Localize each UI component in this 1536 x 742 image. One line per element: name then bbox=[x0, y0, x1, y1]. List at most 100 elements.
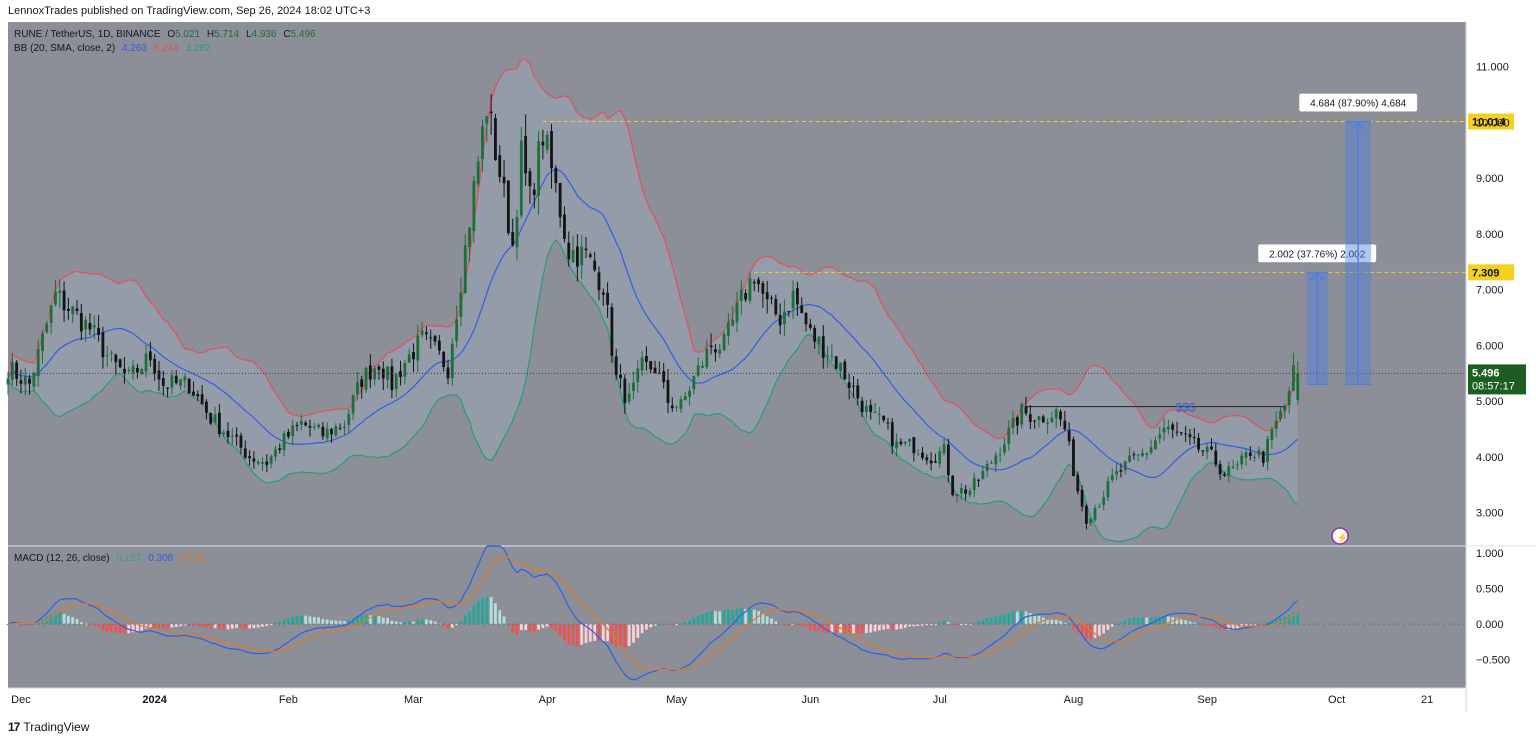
bb-upper-line bbox=[7, 58, 1299, 440]
candle-body bbox=[205, 401, 208, 413]
candle-body bbox=[58, 290, 62, 293]
candle-body bbox=[92, 325, 96, 328]
candle-body bbox=[649, 361, 653, 370]
candle-body bbox=[830, 355, 834, 357]
candle-body bbox=[502, 176, 506, 184]
candle-body bbox=[813, 327, 817, 342]
publish-header: LennoxTrades published on TradingView.co… bbox=[0, 0, 1536, 22]
macd-hist-bar bbox=[1119, 622, 1123, 625]
candle-body bbox=[1223, 474, 1226, 476]
candle-body bbox=[890, 422, 894, 447]
candle-body bbox=[1072, 439, 1075, 477]
candle-body bbox=[683, 396, 687, 401]
candle-body bbox=[524, 135, 528, 174]
candle-body bbox=[459, 292, 463, 317]
candle-body bbox=[192, 391, 195, 396]
candle-body bbox=[1067, 430, 1071, 442]
macd-hist-bar bbox=[19, 624, 23, 626]
candles bbox=[6, 94, 1300, 530]
macd-hist-bar bbox=[1184, 620, 1188, 625]
candle-body bbox=[1063, 420, 1067, 430]
candle-body bbox=[1257, 450, 1261, 456]
macd-signal-value: 0.181 bbox=[180, 553, 206, 564]
candle-body bbox=[437, 340, 441, 351]
candle-body bbox=[1080, 489, 1084, 507]
macd-histogram bbox=[6, 596, 1300, 648]
macd-hist-bar bbox=[1201, 624, 1205, 626]
candle-body bbox=[925, 457, 929, 461]
macd-hist-bar bbox=[1089, 624, 1093, 640]
candle-body bbox=[942, 444, 946, 454]
candle-body bbox=[575, 246, 579, 267]
candle-body bbox=[433, 335, 437, 342]
candle-body bbox=[351, 395, 355, 414]
macd-hist-bar bbox=[1287, 615, 1291, 625]
macd-hist-bar bbox=[71, 617, 75, 625]
candle-body bbox=[1171, 424, 1175, 430]
macd-hist-bar bbox=[472, 605, 476, 625]
time-tick-label: Apr bbox=[539, 694, 556, 706]
time-tick-label: Feb bbox=[279, 694, 298, 706]
candle-body bbox=[1037, 415, 1041, 421]
candle-body bbox=[1145, 453, 1149, 455]
candle-body bbox=[1054, 409, 1058, 419]
candle-body bbox=[1287, 391, 1291, 406]
candle-body bbox=[916, 454, 920, 456]
candle-body bbox=[278, 448, 282, 451]
candle-body bbox=[869, 404, 873, 412]
macd-hist-bar bbox=[951, 624, 955, 626]
macd-tick-label: 0.000 bbox=[1476, 619, 1504, 631]
price-legend: RUNE / TetherUS, 1D, BINANCE O5.021 H5.7… bbox=[14, 29, 320, 40]
macd-hist-bar bbox=[1274, 619, 1278, 625]
target-level-label: 7.309 bbox=[1472, 267, 1500, 279]
macd-hist-bar bbox=[580, 624, 584, 645]
macd-hist-bar bbox=[1235, 624, 1239, 629]
macd-hist-bar bbox=[714, 611, 717, 625]
macd-hist-value: 0.127 bbox=[116, 553, 142, 564]
macd-hist-bar bbox=[865, 624, 868, 634]
candle-body bbox=[532, 189, 536, 195]
macd-hist-bar bbox=[1175, 618, 1179, 625]
candle-body bbox=[36, 348, 40, 377]
macd-hist-bar bbox=[1179, 619, 1183, 625]
macd-hist-bar bbox=[1102, 624, 1106, 634]
candle-body bbox=[834, 356, 838, 369]
candle-body bbox=[765, 292, 769, 300]
candle-body bbox=[338, 427, 342, 429]
candle-body bbox=[463, 245, 467, 294]
macd-hist-bar bbox=[890, 624, 894, 630]
price-tick-label: 5.000 bbox=[1476, 396, 1504, 408]
macd-legend: MACD (12, 26, close) 0.127 0.308 0.181 bbox=[14, 553, 209, 564]
time-tick-label: Jul bbox=[933, 694, 947, 706]
candle-body bbox=[450, 343, 454, 379]
macd-hist-bar bbox=[692, 618, 696, 625]
candle-body bbox=[571, 250, 575, 263]
macd-hist-bar bbox=[929, 624, 933, 626]
candle-body bbox=[248, 456, 251, 459]
candle-body bbox=[865, 405, 868, 412]
macd-hist-bar bbox=[528, 624, 532, 632]
bb-fill bbox=[8, 59, 1298, 542]
candle-body bbox=[908, 439, 911, 442]
macd-hist-bar bbox=[1033, 614, 1037, 625]
candle-body bbox=[545, 134, 549, 150]
macd-hist-bar bbox=[1227, 624, 1231, 630]
macd-hist-bar bbox=[683, 622, 687, 625]
time-tick-label: Oct bbox=[1328, 694, 1345, 706]
macd-hist-bar bbox=[209, 624, 213, 629]
macd-hist-bar bbox=[653, 624, 657, 626]
candle-body bbox=[71, 306, 75, 314]
target-level-label: 10.014 bbox=[1472, 117, 1507, 129]
macd-hist-bar bbox=[972, 622, 976, 625]
macd-hist-bar bbox=[524, 624, 528, 631]
candle-body bbox=[123, 368, 126, 373]
candle-body bbox=[610, 307, 614, 356]
candle-body bbox=[1184, 433, 1188, 435]
candle-body bbox=[442, 351, 446, 368]
candle-body bbox=[252, 458, 256, 462]
macd-hist-bar bbox=[252, 624, 256, 629]
candle-body bbox=[243, 448, 247, 458]
candle-body bbox=[1248, 452, 1252, 456]
macd-hist-bar bbox=[356, 616, 359, 625]
